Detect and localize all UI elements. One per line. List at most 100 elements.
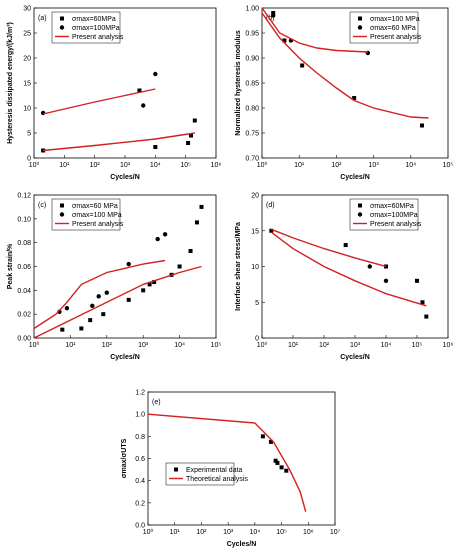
legend-label: σmax=60 MPa bbox=[72, 203, 118, 210]
fit-line bbox=[261, 7, 368, 53]
legend-label: Experimental data bbox=[186, 467, 243, 474]
x-tick-label: 10⁵ bbox=[180, 162, 191, 169]
x-tick-label: 10⁶ bbox=[211, 162, 222, 169]
x-tick-label: 10¹ bbox=[65, 342, 76, 349]
data-point bbox=[271, 11, 276, 15]
y-tick-label: 0.70 bbox=[245, 156, 259, 163]
x-tick-label: 10⁰ bbox=[29, 161, 40, 169]
data-point bbox=[269, 228, 274, 233]
data-point bbox=[104, 290, 110, 295]
data-point bbox=[88, 318, 93, 323]
y-tick-label: 0.75 bbox=[245, 131, 259, 138]
legend-label: σmax=100MPa bbox=[72, 25, 120, 32]
legend-swatch bbox=[357, 212, 363, 217]
x-tick-label: 10¹ bbox=[59, 162, 70, 169]
data-point bbox=[415, 278, 419, 283]
y-tick-label: 0.08 bbox=[17, 240, 31, 247]
y-tick-label: 0.6 bbox=[135, 456, 145, 463]
x-tick-label: 10⁵ bbox=[443, 162, 454, 169]
data-point bbox=[424, 314, 429, 319]
data-point bbox=[268, 439, 273, 444]
fit-line bbox=[271, 228, 387, 268]
y-tick-label: 0.04 bbox=[17, 288, 31, 295]
data-point bbox=[153, 71, 158, 77]
panel-label: (c) bbox=[38, 202, 46, 209]
y-tick-label: 15 bbox=[23, 81, 31, 88]
data-point bbox=[79, 326, 84, 331]
x-tick-label: 10² bbox=[331, 162, 342, 169]
legend-swatch bbox=[60, 16, 64, 21]
legend-label: σmax=60MPa bbox=[370, 203, 414, 210]
x-tick-label: 10⁵ bbox=[412, 342, 423, 349]
data-point bbox=[270, 13, 276, 18]
data-point bbox=[383, 278, 389, 283]
data-point bbox=[420, 300, 425, 305]
legend-swatch bbox=[358, 16, 362, 21]
legend-swatch bbox=[59, 25, 65, 30]
fit-line bbox=[147, 413, 307, 512]
legend-label: Theoretical analysis bbox=[186, 476, 248, 483]
x-tick-label: 10³ bbox=[120, 162, 131, 169]
legend-swatch bbox=[59, 212, 65, 217]
y-tick-label: 1.00 bbox=[245, 6, 259, 13]
data-point bbox=[153, 145, 158, 149]
data-point bbox=[192, 118, 197, 123]
legend-swatch bbox=[60, 203, 64, 208]
x-tick-label: 10⁴ bbox=[405, 162, 416, 169]
fit-line bbox=[261, 12, 429, 119]
y-tick-label: 0.02 bbox=[17, 312, 31, 319]
y-tick-label: 15 bbox=[251, 228, 259, 235]
legend-label: σmax=60 MPa bbox=[370, 25, 416, 32]
data-point bbox=[64, 306, 70, 311]
x-tick-label: 10² bbox=[196, 529, 207, 536]
data-point bbox=[194, 220, 199, 225]
x-tick-label: 10³ bbox=[369, 162, 380, 169]
y-tick-label: 20 bbox=[23, 56, 31, 63]
data-point bbox=[188, 249, 193, 254]
y-tick-label: 0 bbox=[255, 336, 259, 343]
x-tick-label: 10⁵ bbox=[276, 529, 287, 536]
x-tick-label: 10⁷ bbox=[330, 529, 341, 536]
data-point bbox=[126, 297, 131, 302]
data-point bbox=[189, 133, 194, 138]
legend-swatch bbox=[174, 467, 178, 472]
y-axis-label: σmax/σUTS bbox=[121, 438, 128, 478]
data-point bbox=[137, 88, 142, 93]
y-tick-label: 0.0 bbox=[135, 523, 145, 530]
data-point bbox=[162, 232, 168, 237]
x-axis-label: Cycles/N bbox=[340, 354, 370, 361]
data-point bbox=[279, 465, 284, 470]
y-tick-label: 1.0 bbox=[135, 412, 145, 419]
fit-line bbox=[42, 88, 156, 115]
y-tick-label: 5 bbox=[255, 300, 259, 307]
fit-line bbox=[33, 265, 202, 339]
y-tick-label: 25 bbox=[23, 31, 31, 38]
y-tick-label: 0.80 bbox=[245, 106, 259, 113]
x-tick-label: 10² bbox=[102, 342, 113, 349]
legend-label: σmax=100MPa bbox=[370, 212, 418, 219]
y-tick-label: 0.4 bbox=[135, 478, 145, 485]
x-tick-label: 10⁴ bbox=[150, 162, 161, 169]
data-point bbox=[260, 434, 265, 439]
x-tick-label: 10² bbox=[90, 162, 101, 169]
data-point bbox=[126, 261, 131, 267]
y-tick-label: 0.06 bbox=[17, 264, 31, 271]
y-tick-label: 30 bbox=[23, 6, 31, 13]
x-axis-label: Cycles/N bbox=[110, 174, 140, 181]
legend-box bbox=[165, 462, 235, 486]
data-point bbox=[141, 103, 146, 108]
legend-swatch bbox=[357, 25, 363, 30]
panel-label: (e) bbox=[152, 399, 161, 406]
x-tick-label: 10⁶ bbox=[303, 529, 314, 536]
x-tick-label: 10¹ bbox=[288, 342, 299, 349]
y-tick-label: 20 bbox=[251, 193, 259, 200]
y-tick-label: 0 bbox=[27, 156, 31, 163]
y-tick-label: 1.2 bbox=[135, 390, 145, 397]
legend-label: Present analysis bbox=[370, 221, 422, 228]
legend-label: Present analysis bbox=[370, 34, 422, 41]
x-axis-label: Cycles/N bbox=[227, 541, 257, 548]
data-point bbox=[177, 264, 182, 269]
x-tick-label: 10⁶ bbox=[443, 342, 454, 349]
y-axis-label: Hysteresis dissipated energy/(kJ/m³) bbox=[7, 22, 14, 144]
